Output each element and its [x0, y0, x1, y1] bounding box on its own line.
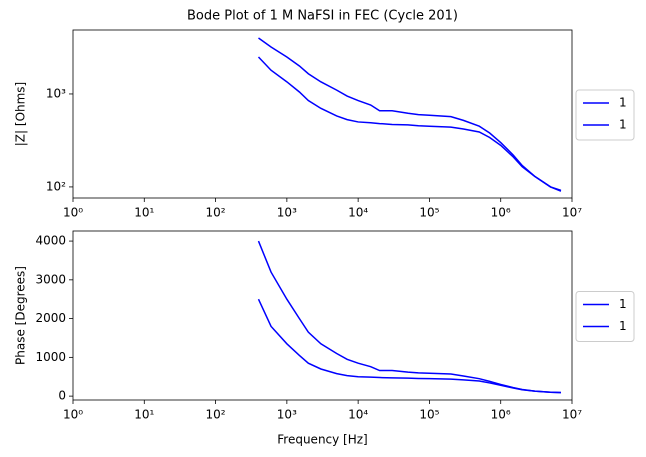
- x-tick-label: 10⁵: [419, 408, 439, 422]
- x-tick-label: 10⁶: [491, 408, 511, 422]
- legend-label: 1: [619, 118, 627, 132]
- x-tick-label: 10⁰: [63, 206, 83, 220]
- axes-frame: [72, 230, 573, 401]
- x-tick-label: 10³: [277, 206, 297, 220]
- x-tick-label: 10³: [277, 408, 297, 422]
- y-tick-label: 10²: [46, 179, 66, 193]
- x-tick-label: 10⁰: [63, 408, 83, 422]
- y-tick-label: 3000: [35, 272, 66, 286]
- y-axis-label: Phase [Degrees]: [14, 266, 28, 365]
- x-tick-label: 10⁵: [419, 206, 439, 220]
- x-tick-label: 10²: [206, 206, 226, 220]
- legend-label: 1: [619, 297, 627, 311]
- x-tick-label: 10⁶: [491, 206, 511, 220]
- x-tick-label: 10¹: [134, 408, 154, 422]
- x-tick-label: 10⁷: [562, 206, 582, 220]
- x-tick-label: 10⁷: [562, 408, 582, 422]
- y-tick-label: 4000: [35, 234, 66, 248]
- x-tick-label: 10⁴: [348, 408, 368, 422]
- y-tick-label: 0: [58, 389, 66, 403]
- legend-label: 1: [619, 96, 627, 110]
- data-line: [257, 56, 562, 192]
- x-tick-label: 10²: [206, 408, 226, 422]
- data-line: [258, 37, 562, 192]
- axes-frame: [72, 29, 573, 199]
- x-tick-label: 10¹: [134, 206, 154, 220]
- data-line: [257, 298, 561, 394]
- y-tick-label: 10³: [46, 86, 66, 100]
- chart-title: Bode Plot of 1 M NaFSI in FEC (Cycle 201…: [187, 9, 458, 24]
- y-tick-label: 2000: [35, 311, 66, 325]
- data-line: [257, 240, 561, 394]
- y-axis-label: |Z| [Ohms]: [14, 82, 28, 146]
- y-tick-label: 1000: [35, 350, 66, 364]
- legend-label: 1: [619, 319, 627, 333]
- x-axis-label: Frequency [Hz]: [277, 433, 368, 447]
- x-tick-label: 10⁴: [348, 206, 368, 220]
